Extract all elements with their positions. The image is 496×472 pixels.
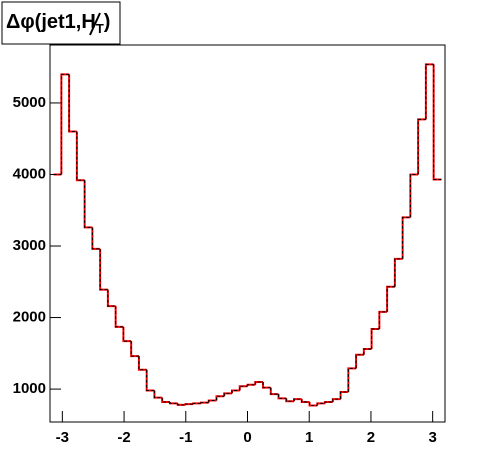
- histogram-step-overlay: [115, 306, 124, 328]
- histogram-step-overlay: [425, 63, 434, 120]
- histogram-step-overlay: [270, 387, 279, 395]
- x-tick-label: 0: [243, 429, 251, 446]
- histogram-step-overlay: [247, 384, 256, 387]
- histogram-step-overlay: [91, 227, 101, 250]
- histogram-step-overlay: [76, 131, 85, 181]
- histogram-step-overlay: [223, 392, 232, 397]
- x-tick-label: -2: [117, 429, 130, 446]
- histogram-step-overlay: [316, 402, 326, 406]
- histogram-step-overlay: [68, 74, 77, 133]
- histogram-step: [355, 353, 364, 369]
- x-tick-label: -1: [179, 429, 192, 446]
- y-tick-label: 4000: [13, 165, 46, 182]
- histogram-step-overlay: [153, 390, 163, 399]
- histogram-step-overlay: [239, 385, 248, 391]
- histogram-step-overlay: [386, 286, 395, 312]
- histogram-step-overlay: [347, 367, 357, 392]
- title-subscript: T: [96, 21, 104, 36]
- title-symbol: H: [81, 11, 95, 33]
- y-tick-label: 5000: [13, 94, 46, 111]
- histogram-step-overlay: [417, 118, 426, 175]
- y-tick-label: 1000: [13, 380, 46, 397]
- title-slash: [89, 12, 101, 36]
- histogram-step-overlay: [146, 369, 155, 392]
- histogram-step-overlay: [254, 381, 264, 385]
- histogram-step-overlay: [409, 173, 419, 218]
- title-close: ): [104, 11, 111, 33]
- histogram-step: [137, 356, 147, 371]
- histogram-step-overlay: [130, 341, 139, 357]
- histogram-step-overlay: [340, 391, 349, 400]
- histogram-step-overlay: [324, 401, 333, 404]
- histogram-step-overlay: [285, 398, 295, 402]
- histogram-step-overlay: [215, 395, 225, 401]
- histogram-step-overlay: [60, 73, 70, 175]
- histogram-step-overlay: [231, 390, 240, 394]
- histogram-step-overlay: [200, 402, 209, 404]
- x-tick-label: 2: [367, 429, 375, 446]
- x-tick-label: 1: [305, 429, 313, 446]
- histogram-step-overlay: [169, 401, 178, 404]
- histogram-step-overlay: [293, 398, 302, 402]
- histogram-step-overlay: [363, 348, 372, 355]
- y-tick-label: 2000: [13, 309, 46, 326]
- histogram-step-overlay: [309, 401, 318, 407]
- title-box: [1, 1, 121, 45]
- histogram-step-overlay: [433, 64, 442, 180]
- histogram-step-overlay: [192, 402, 201, 405]
- histogram-step-overlay: [378, 311, 388, 330]
- histogram-step-overlay: [301, 399, 310, 403]
- histogram-step-overlay: [402, 216, 411, 259]
- y-tick-label: 3000: [13, 237, 46, 254]
- histogram-step-overlay: [184, 403, 194, 405]
- histogram-step-overlay: [332, 398, 341, 402]
- histogram-step-overlay: [107, 289, 116, 307]
- histogram-step-overlay: [262, 381, 271, 389]
- histogram-step-overlay: [99, 248, 108, 291]
- histogram-step: [122, 326, 132, 343]
- histogram-step-overlay: [278, 394, 287, 399]
- histogram-step-overlay: [208, 400, 217, 403]
- histogram-step-overlay: [394, 258, 403, 287]
- histogram-step-overlay: [371, 328, 380, 350]
- histogram-step-overlay: [161, 397, 170, 403]
- x-tick-label: 3: [428, 429, 436, 446]
- histogram-step-overlay: [177, 403, 186, 406]
- x-tick-label: -3: [56, 429, 69, 446]
- histogram-step-overlay: [84, 180, 93, 228]
- title-main: Δφ(jet1,: [6, 11, 81, 33]
